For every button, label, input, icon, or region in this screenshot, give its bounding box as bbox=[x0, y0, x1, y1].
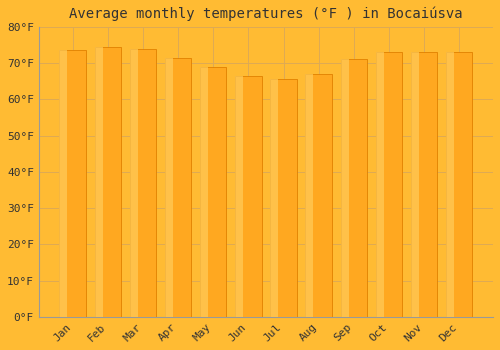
Bar bbox=[306, 74, 314, 317]
Bar bbox=[340, 60, 348, 317]
Bar bbox=[200, 66, 226, 317]
Bar bbox=[94, 47, 121, 317]
Bar bbox=[94, 47, 102, 317]
Bar bbox=[411, 52, 419, 317]
Bar bbox=[60, 50, 86, 317]
Bar bbox=[376, 52, 384, 317]
Bar bbox=[165, 58, 191, 317]
Bar bbox=[270, 79, 296, 317]
Bar bbox=[200, 66, 208, 317]
Title: Average monthly temperatures (°F ) in Bocaiúsva: Average monthly temperatures (°F ) in Bo… bbox=[69, 7, 462, 21]
Bar bbox=[446, 52, 454, 317]
Bar bbox=[446, 52, 472, 317]
Bar bbox=[270, 79, 278, 317]
Bar bbox=[235, 76, 262, 317]
Bar bbox=[306, 74, 332, 317]
Bar bbox=[376, 52, 402, 317]
Bar bbox=[60, 50, 68, 317]
Bar bbox=[165, 58, 173, 317]
Bar bbox=[130, 49, 156, 317]
Bar bbox=[235, 76, 243, 317]
Bar bbox=[340, 60, 367, 317]
Bar bbox=[130, 49, 138, 317]
Bar bbox=[411, 52, 438, 317]
